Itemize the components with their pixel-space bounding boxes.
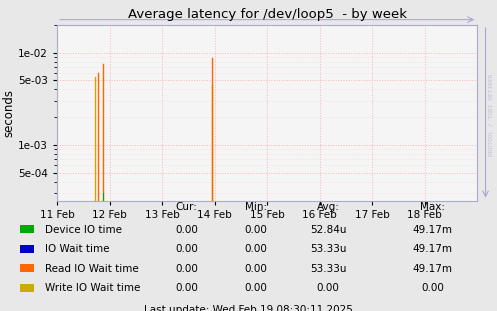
Text: 53.33u: 53.33u xyxy=(310,264,346,274)
Text: 0.00: 0.00 xyxy=(245,244,267,254)
Text: 0.00: 0.00 xyxy=(175,283,198,293)
Text: RRDTOOL / TOBI OETIKER: RRDTOOL / TOBI OETIKER xyxy=(489,74,494,156)
Text: 0.00: 0.00 xyxy=(175,264,198,274)
Text: 0.00: 0.00 xyxy=(245,283,267,293)
Text: Read IO Wait time: Read IO Wait time xyxy=(45,264,139,274)
Text: 0.00: 0.00 xyxy=(175,225,198,234)
Text: Cur:: Cur: xyxy=(175,202,197,212)
Text: 49.17m: 49.17m xyxy=(413,264,452,274)
Text: 49.17m: 49.17m xyxy=(413,225,452,234)
Text: IO Wait time: IO Wait time xyxy=(45,244,109,254)
Text: 53.33u: 53.33u xyxy=(310,244,346,254)
Text: Min:: Min: xyxy=(245,202,267,212)
Text: 49.17m: 49.17m xyxy=(413,244,452,254)
Text: 52.84u: 52.84u xyxy=(310,225,346,234)
Text: Avg:: Avg: xyxy=(317,202,339,212)
Text: 0.00: 0.00 xyxy=(245,225,267,234)
Title: Average latency for /dev/loop5  - by week: Average latency for /dev/loop5 - by week xyxy=(128,8,407,21)
Text: 0.00: 0.00 xyxy=(421,283,444,293)
Text: Device IO time: Device IO time xyxy=(45,225,122,234)
Text: Last update: Wed Feb 19 08:30:11 2025: Last update: Wed Feb 19 08:30:11 2025 xyxy=(144,305,353,311)
Text: Write IO Wait time: Write IO Wait time xyxy=(45,283,140,293)
Text: 0.00: 0.00 xyxy=(317,283,339,293)
Text: Max:: Max: xyxy=(420,202,445,212)
Text: 0.00: 0.00 xyxy=(175,244,198,254)
Text: 0.00: 0.00 xyxy=(245,264,267,274)
Y-axis label: seconds: seconds xyxy=(2,89,15,137)
